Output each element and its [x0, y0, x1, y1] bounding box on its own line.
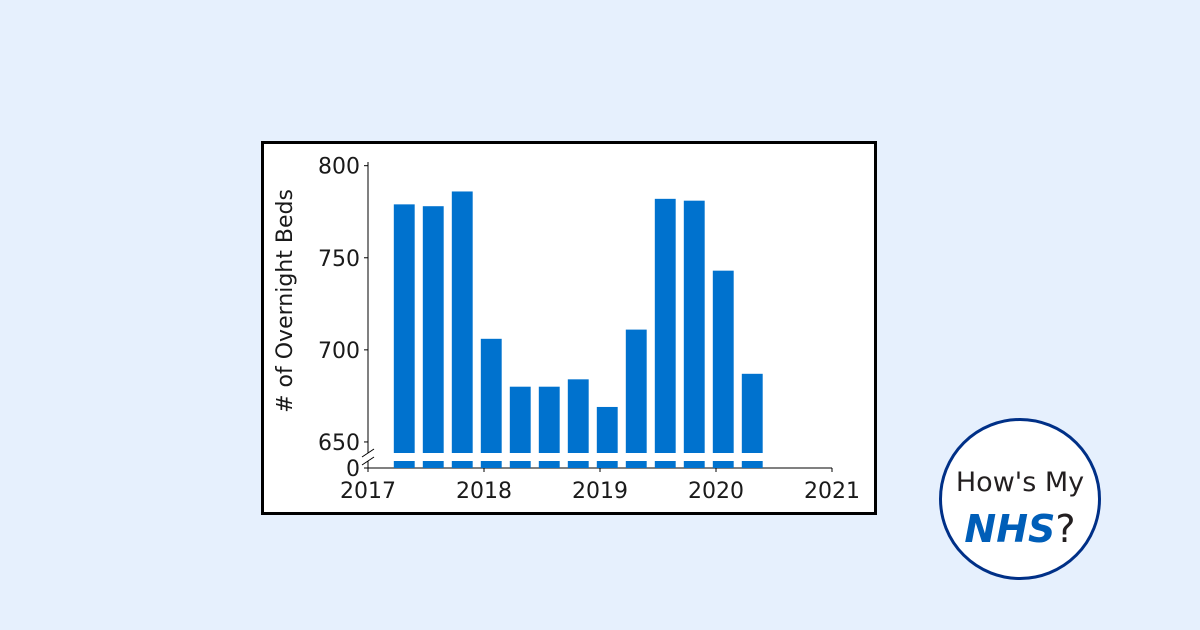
x-tick-label: 2021 — [804, 479, 860, 504]
bar-upper — [567, 379, 589, 453]
bar-lower — [625, 461, 647, 468]
y-axis-label: # of Overnight Beds — [273, 189, 298, 413]
x-tick-label: 2018 — [456, 479, 512, 504]
chart-card: 650 700 750 800 0 2017 2018 2019 2020 2021 # of O… — [261, 141, 877, 515]
bar-upper — [596, 406, 618, 453]
bar-lower — [596, 461, 618, 468]
bar-upper — [712, 270, 734, 453]
y-tick-label: 750 — [318, 247, 360, 272]
bar-lower — [654, 461, 676, 468]
y-tick-label: 700 — [318, 339, 360, 364]
bar-upper — [625, 329, 647, 453]
bar-lower — [741, 461, 763, 468]
bar-upper — [538, 386, 560, 453]
bar-upper — [393, 204, 415, 453]
logo-question-mark: ? — [1055, 507, 1076, 551]
axis-break-mark — [361, 456, 375, 466]
logo-line-nhs: NHS? — [942, 507, 1098, 551]
y-tick-label: 650 — [318, 431, 360, 456]
bar-upper — [741, 373, 763, 453]
bar-upper — [509, 386, 531, 453]
axis-break-mark — [361, 448, 375, 458]
logo-line-hows-my: How's My — [955, 467, 1085, 498]
hows-my-nhs-logo: How's My NHS? — [939, 418, 1101, 580]
x-tick-label: 2020 — [688, 479, 744, 504]
bar-lower — [567, 461, 589, 468]
bar-lower — [509, 461, 531, 468]
bar-upper — [451, 191, 473, 453]
bar-upper — [480, 338, 502, 453]
chart-bars — [393, 191, 763, 468]
bar-upper — [654, 198, 676, 453]
bar-upper — [683, 200, 705, 453]
bar-upper — [422, 206, 444, 453]
bar-lower — [451, 461, 473, 468]
bar-lower — [422, 461, 444, 468]
x-tick-label: 2019 — [572, 479, 628, 504]
logo-nhs-text: NHS — [964, 507, 1056, 551]
bar-lower — [393, 461, 415, 468]
bar-lower — [683, 461, 705, 468]
bar-lower — [538, 461, 560, 468]
y-tick-label: 0 — [346, 457, 360, 482]
bar-lower — [480, 461, 502, 468]
bar-lower — [712, 461, 734, 468]
y-tick-label: 800 — [318, 155, 360, 180]
x-tick-label: 2017 — [340, 479, 396, 504]
